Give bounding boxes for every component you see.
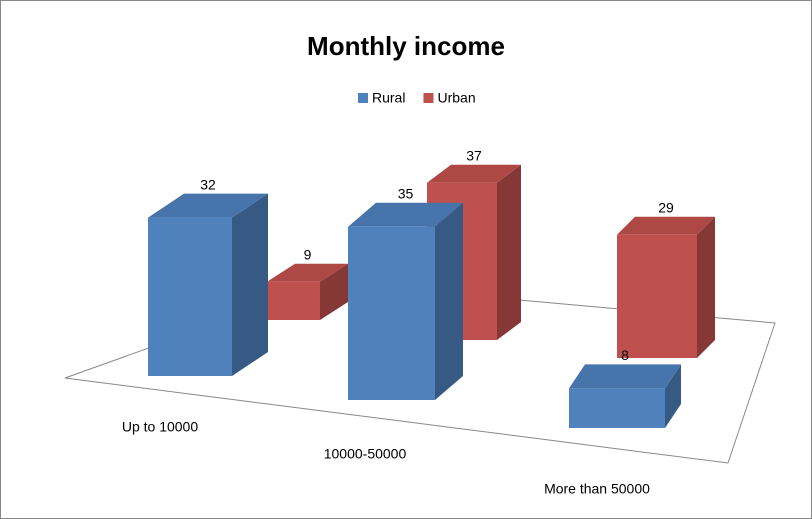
bar-top xyxy=(617,216,715,235)
legend-swatch xyxy=(423,93,434,103)
x-tick-label: Up to 10000 xyxy=(122,419,198,435)
bar-front xyxy=(569,388,665,428)
bar-top xyxy=(427,164,521,183)
data-label: 29 xyxy=(658,199,674,215)
data-label: 8 xyxy=(621,347,629,363)
bar xyxy=(148,193,268,376)
data-label: 37 xyxy=(466,147,482,163)
bar xyxy=(569,364,681,428)
bar-side xyxy=(232,193,268,376)
bar-side xyxy=(320,263,348,320)
chart-title: Monthly income xyxy=(307,31,505,61)
bar-side xyxy=(497,164,521,340)
bar-top xyxy=(569,364,681,389)
data-label: 9 xyxy=(304,246,312,262)
bar-top xyxy=(148,193,268,218)
bar xyxy=(348,202,463,400)
x-tick-label: 10000-50000 xyxy=(324,446,407,462)
bar-front xyxy=(617,234,697,358)
bar-front xyxy=(148,217,232,376)
bar-side xyxy=(435,202,463,400)
x-tick-label: More than 50000 xyxy=(544,481,650,497)
bar-side xyxy=(665,364,681,428)
data-label: 32 xyxy=(200,176,216,192)
legend-swatch xyxy=(358,93,368,103)
legend-label: Urban xyxy=(437,90,475,106)
bar-front xyxy=(267,281,320,320)
bar xyxy=(617,216,715,358)
data-label: 35 xyxy=(398,185,414,201)
bar-front xyxy=(348,226,435,400)
bar-top xyxy=(267,263,348,282)
bar-side xyxy=(697,216,715,358)
bar xyxy=(267,263,348,320)
bar-top xyxy=(348,202,463,227)
legend-label: Rural xyxy=(372,90,405,106)
